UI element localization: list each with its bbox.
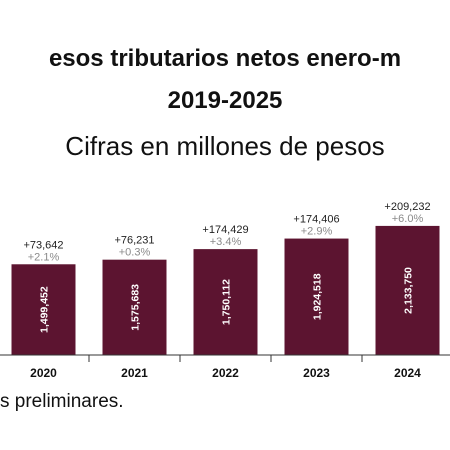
bar-value-label: 1,750,112	[221, 279, 233, 325]
x-tick-label: 2021	[121, 366, 148, 380]
change-pct-label: +2.1%	[28, 251, 60, 263]
change-pct-label: +2.9%	[301, 226, 333, 238]
change-abs-label: +174,429	[202, 224, 248, 236]
bar-2023	[284, 238, 349, 355]
x-tick-label: 2020	[30, 366, 57, 380]
chart-title-line-2: 2019-2025	[167, 87, 283, 114]
bar-2021	[102, 259, 167, 355]
change-abs-label: +174,406	[293, 214, 339, 226]
chart-subtitle: Cifras en millones de pesos	[65, 131, 385, 161]
bars-group	[11, 225, 440, 355]
bar-2022	[193, 249, 258, 355]
labels-group: 1,499,452 +73,642+2.1% 2020 1,575,683 +76,23…	[23, 201, 430, 380]
x-tick-label: 2023	[303, 366, 330, 380]
x-tick-label: 2024	[394, 366, 421, 380]
bar-value-label: 2,133,750	[403, 267, 415, 314]
footnote: s preliminares.	[0, 391, 124, 412]
change-abs-label: +73,642	[23, 239, 63, 251]
chart-title-line-1: esos tributarios netos enero-m	[48, 45, 402, 72]
change-pct-label: +3.4%	[210, 236, 242, 248]
bar-value-label: 1,499,452	[39, 286, 51, 333]
change-pct-label: +6.0%	[392, 213, 424, 225]
bar-chart: 1,499,452 +73,642+2.1% 2020 1,575,683 +76,23…	[0, 201, 450, 380]
bar-2020	[11, 264, 76, 355]
change-abs-label: +209,232	[384, 201, 430, 213]
change-abs-label: +76,231	[114, 235, 154, 247]
change-pct-label: +0.3%	[119, 247, 151, 259]
x-ticks-group	[88, 355, 363, 362]
x-tick-label: 2022	[212, 366, 239, 380]
bar-2024	[375, 225, 440, 355]
bar-value-label: 1,924,518	[312, 273, 324, 320]
bar-value-label: 1,575,683	[130, 284, 142, 331]
